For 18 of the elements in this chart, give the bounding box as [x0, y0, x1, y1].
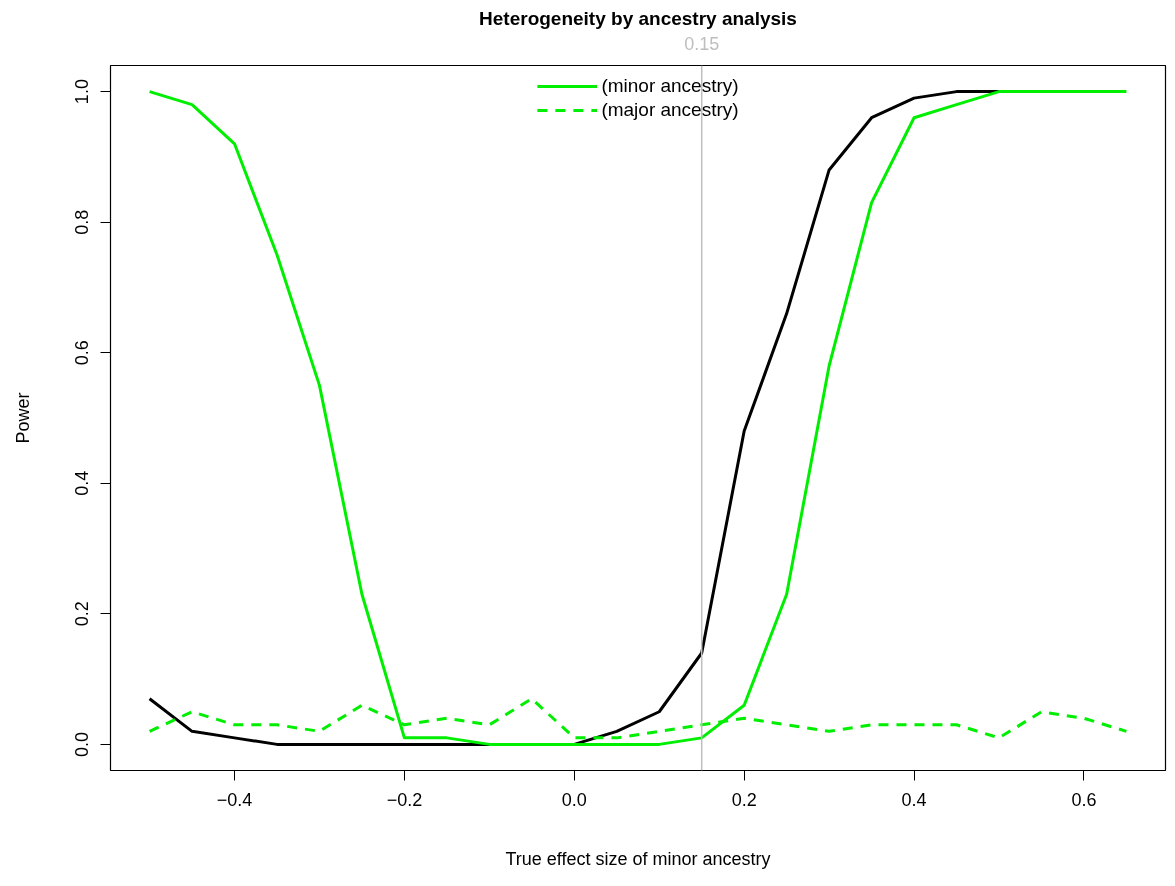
y-tick-label: 0.4: [72, 470, 93, 496]
chart-title: Heterogeneity by ancestry analysis: [479, 7, 797, 29]
x-tick-label: 0.2: [731, 789, 757, 810]
ref-line-label: 0.15: [684, 33, 720, 54]
y-tick-label: 0.6: [72, 340, 93, 366]
y-tick-label: 1.0: [72, 79, 93, 105]
x-tick-label: 0.6: [1071, 789, 1097, 810]
x-tick-label: 0.0: [561, 789, 587, 810]
x-tick-label: 0.4: [901, 789, 927, 810]
x-tick-label: −0.4: [216, 789, 253, 810]
legend-label: (minor ancestry): [601, 75, 739, 97]
y-tick-label: 0.0: [72, 731, 93, 757]
x-tick-label: −0.2: [386, 789, 423, 810]
y-tick-label: 0.8: [72, 209, 93, 235]
y-tick-label: 0.2: [72, 601, 93, 627]
y-axis-title: Power: [12, 392, 33, 444]
x-axis-title: True effect size of minor ancestry: [505, 848, 771, 869]
legend-label: (major ancestry): [601, 99, 739, 121]
